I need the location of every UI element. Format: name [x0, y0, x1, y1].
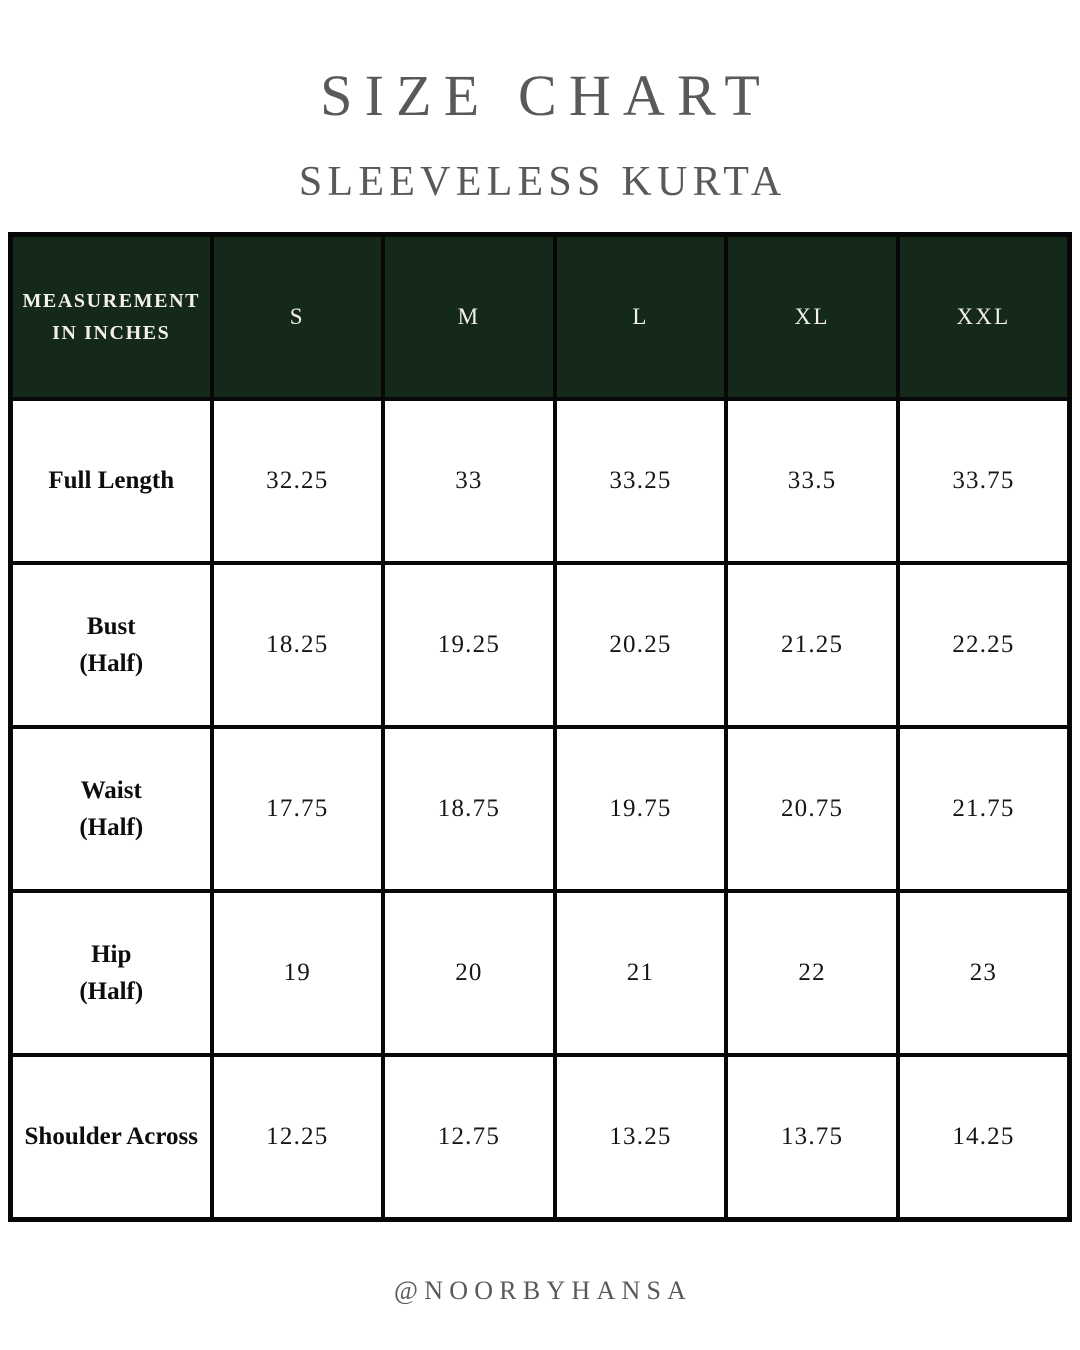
measurement-label: Full Length [8, 397, 214, 565]
size-table-body: Full Length 32.25 33 33.25 33.5 33.75 Bust (Hal… [8, 397, 1072, 1222]
measurement-label: Shoulder Across [8, 1053, 214, 1222]
brand-handle: @NOORBYHANSA [394, 1276, 693, 1305]
measurement-label: Waist (Half) [8, 725, 214, 893]
measurement-value: 14.25 [895, 1053, 1072, 1222]
size-header-xxl: XXL [895, 232, 1072, 401]
measurement-value: 19 [209, 889, 386, 1057]
measurement-value: 18.25 [209, 561, 386, 729]
measurement-value: 32.25 [209, 397, 386, 565]
measurement-label: Hip (Half) [8, 889, 214, 1057]
measurement-value: 17.75 [209, 725, 386, 893]
measurement-value: 13.75 [724, 1053, 900, 1222]
measurement-value: 21.75 [895, 725, 1072, 893]
table-row: Bust (Half) 18.25 19.25 20.25 21.25 22.25 [8, 561, 1072, 729]
size-header-m: M [381, 232, 557, 401]
measurement-label: Bust (Half) [8, 561, 214, 729]
measurement-value: 21.25 [724, 561, 900, 729]
measurement-value: 19.75 [552, 725, 729, 893]
measurement-value: 22.25 [895, 561, 1072, 729]
measurement-value: 21 [552, 889, 729, 1057]
size-header-row: MEASUREMENT IN INCHES S M L XL XXL [8, 232, 1072, 401]
measurement-value: 22 [724, 889, 900, 1057]
measurement-value: 20.25 [552, 561, 729, 729]
measurement-value: 20 [381, 889, 557, 1057]
size-header-l: L [552, 232, 729, 401]
page-title: SIZE CHART [320, 63, 772, 128]
measurement-value: 12.75 [381, 1053, 557, 1222]
measurement-value: 33 [381, 397, 557, 565]
measurement-value: 33.5 [724, 397, 900, 565]
corner-header-cell: MEASUREMENT IN INCHES [8, 232, 214, 401]
table-row: Shoulder Across 12.25 12.75 13.25 13.75 14.25 [8, 1053, 1072, 1222]
table-row: Full Length 32.25 33 33.25 33.5 33.75 [8, 397, 1072, 565]
measurement-value: 23 [895, 889, 1072, 1057]
measurement-value: 20.75 [724, 725, 900, 893]
measurement-value: 33.25 [552, 397, 729, 565]
page-subtitle: SLEEVELESS KURTA [298, 159, 787, 205]
measurement-value: 13.25 [552, 1053, 729, 1222]
size-header-xl: XL [724, 232, 900, 401]
measurement-value: 33.75 [895, 397, 1072, 565]
measurement-value: 19.25 [381, 561, 557, 729]
measurement-value: 12.25 [209, 1053, 386, 1222]
table-row: Hip (Half) 19 20 21 22 23 [8, 889, 1072, 1057]
size-chart-table: MEASUREMENT IN INCHES S M L XL XXL Full Lengt… [8, 232, 1072, 1222]
measurement-value: 18.75 [381, 725, 557, 893]
size-header-s: S [209, 232, 386, 401]
table-row: Waist (Half) 17.75 18.75 19.75 20.75 21.75 [8, 725, 1072, 893]
